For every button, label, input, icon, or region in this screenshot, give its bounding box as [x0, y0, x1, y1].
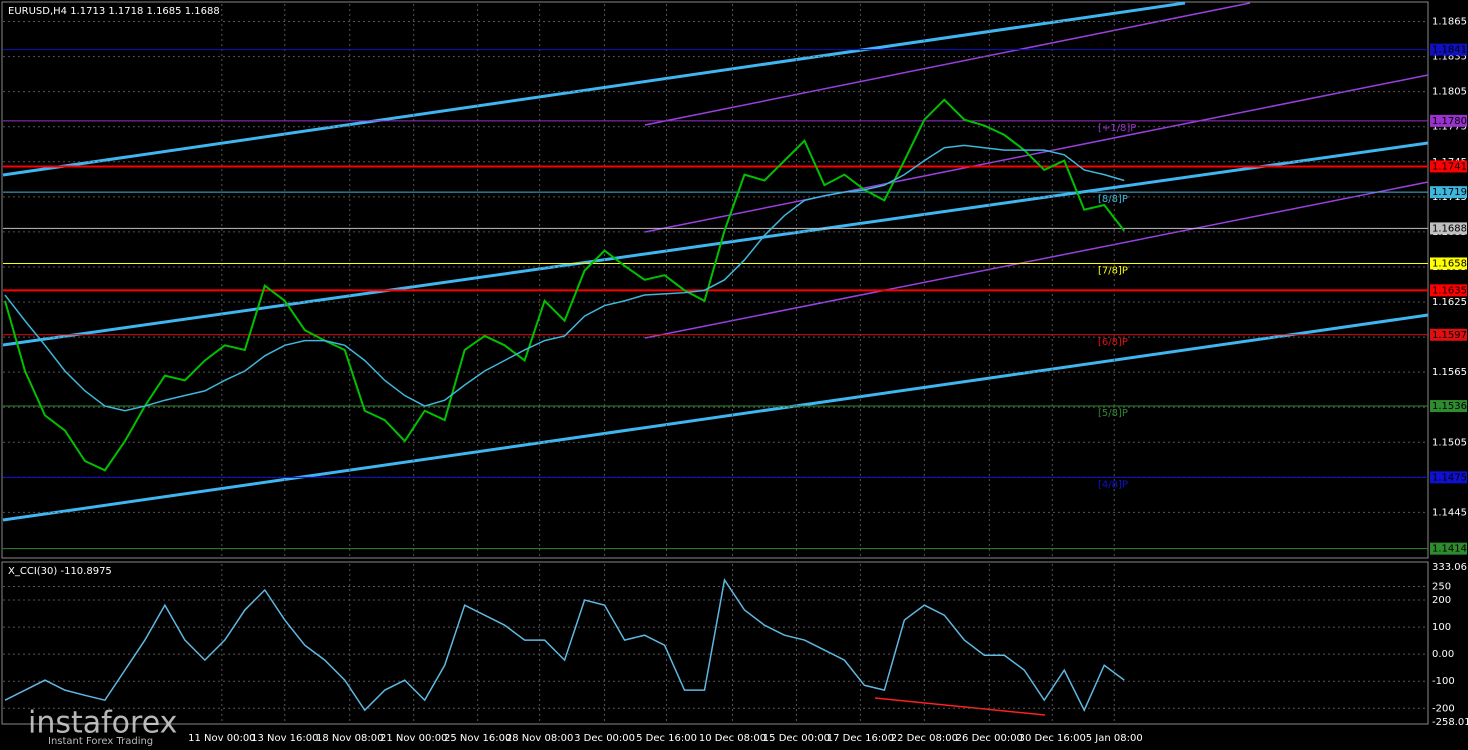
x-tick-label: 15 Dec 00:00 [763, 733, 830, 744]
level-tag [1430, 328, 1467, 341]
cci-frame [1, 561, 1429, 725]
murray-label: [7/8]P [1098, 265, 1128, 276]
x-tick-label: 10 Dec 08:00 [699, 733, 766, 744]
x-tick-label: 30 Dec 16:00 [1019, 733, 1086, 744]
watermark-brand: instaforex [28, 706, 177, 741]
trend-lines [2, 1, 1429, 522]
level-label: 1.1597 [1432, 330, 1467, 341]
level-tag [1430, 160, 1467, 173]
x-tick-label: 17 Dec 16:00 [827, 733, 894, 744]
level-label: 1.1635 [1432, 285, 1467, 296]
level-tag [1430, 400, 1467, 413]
cci-max: 333.061 [1432, 562, 1468, 573]
y-tick-label: 1.1805 [1432, 87, 1467, 98]
y-tick-label: 1.1625 [1432, 297, 1467, 308]
channel-line [2, 141, 1429, 347]
level-label: 1.1841 [1432, 45, 1467, 56]
divergence-line [874, 697, 1046, 716]
murray-label: [6/8]P [1098, 337, 1128, 348]
level-tag [1430, 186, 1467, 199]
level-label: 1.1475 [1432, 472, 1467, 483]
y-tick-label: 1.1835 [1432, 52, 1467, 63]
level-label: 1.1719 [1432, 187, 1467, 198]
series-line [4, 578, 1125, 712]
regression-line [644, 74, 1429, 233]
cci-title: X_CCI(30) -110.8975 [8, 566, 112, 577]
series-line [4, 144, 1125, 412]
x-tick-label: 5 Dec 16:00 [636, 733, 697, 744]
y-tick-label: 0.00 [1432, 649, 1454, 660]
y-tick-label: 1.1445 [1432, 507, 1467, 518]
level-tag [1430, 257, 1467, 270]
murray-label: [+1/8]P [1098, 123, 1136, 134]
chart-title: EURUSD,H4 1.1713 1.1718 1.1685 1.1688 [8, 6, 220, 17]
y-tick-label: 1.1775 [1432, 122, 1467, 133]
regression-line [644, 181, 1429, 339]
watermark-tagline: Instant Forex Trading [48, 736, 153, 747]
level-label: 1.1414 [1432, 544, 1467, 555]
y-tick-label: 200 [1432, 595, 1451, 606]
level-tag [1430, 284, 1467, 297]
y-tick-label: 100 [1432, 622, 1451, 633]
x-tick-label: 13 Nov 16:00 [251, 733, 318, 744]
series-line [4, 98, 1126, 472]
murray-label: [8/8]P [1098, 194, 1128, 205]
channel-line [2, 1, 1186, 177]
cci-min: -258.013 [1432, 717, 1468, 728]
level-tag [1430, 542, 1467, 555]
x-tick-label: 21 Nov 00:00 [380, 733, 447, 744]
level-label: 1.1658 [1432, 258, 1467, 269]
level-tag [1430, 43, 1467, 56]
murray-label: [5/8]P [1098, 408, 1128, 419]
y-tick-label: 1.1505 [1432, 437, 1467, 448]
murray-label: [4/8]P [1098, 479, 1128, 490]
x-tick-label: 3 Dec 00:00 [574, 733, 635, 744]
x-tick-label: 25 Nov 16:00 [444, 733, 511, 744]
level-label: 1.1741 [1432, 161, 1467, 172]
y-tick-label: 1.1565 [1432, 367, 1467, 378]
regression-lines [644, 2, 1429, 339]
regression-line [644, 2, 1251, 126]
level-label: 1.1780 [1432, 116, 1467, 127]
y-tick-label: 1.1865 [1432, 17, 1467, 28]
price-frame [1, 1, 1429, 559]
x-tick-label: 18 Nov 08:00 [316, 733, 383, 744]
x-tick-label: 22 Dec 08:00 [891, 733, 958, 744]
y-tick-label: -200 [1432, 703, 1455, 714]
level-label: 1.1536 [1432, 401, 1467, 412]
y-tick-label: -100 [1432, 676, 1455, 687]
y-tick-label: 250 [1432, 581, 1451, 592]
x-tick-label: 26 Dec 00:00 [956, 733, 1023, 744]
level-tag [1430, 222, 1467, 235]
level-tag [1430, 471, 1467, 484]
level-label: 1.1688 [1432, 223, 1467, 234]
level-tag [1430, 114, 1467, 127]
x-tick-label: 5 Jan 08:00 [1086, 733, 1143, 744]
x-tick-label: 11 Nov 00:00 [188, 733, 255, 744]
channel-line [2, 313, 1429, 522]
x-tick-label: 28 Nov 08:00 [506, 733, 573, 744]
